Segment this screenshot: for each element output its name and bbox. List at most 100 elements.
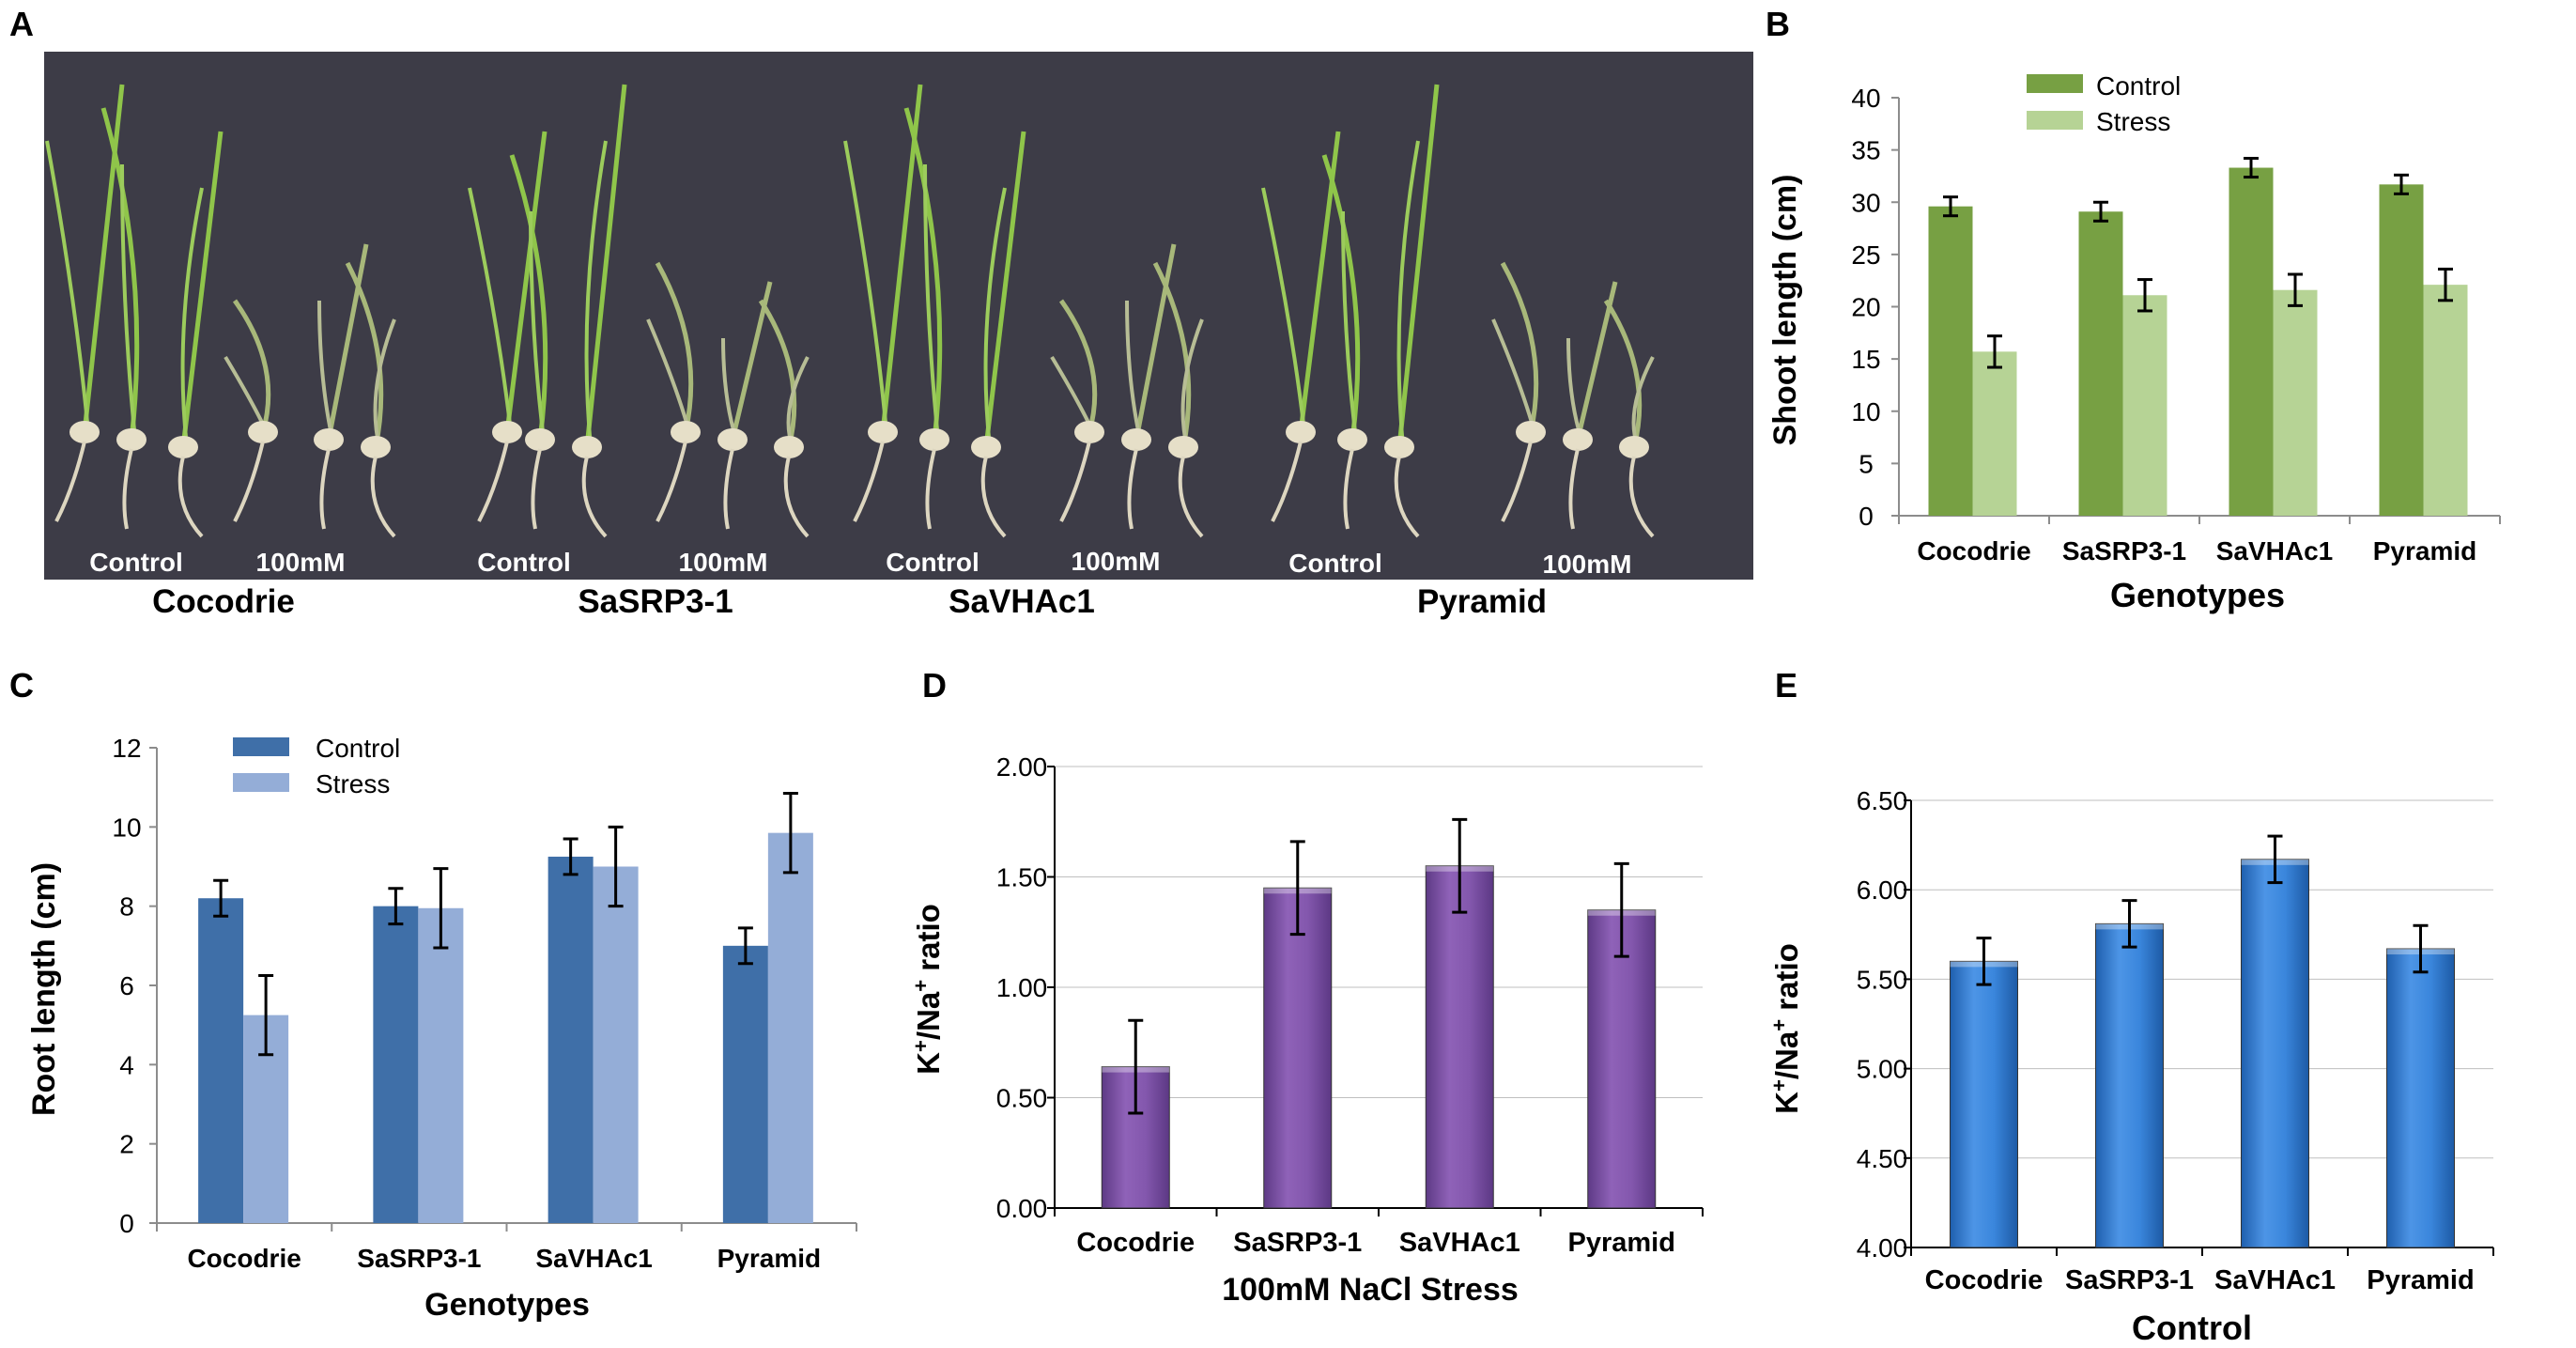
- seedling-shoot: [983, 131, 1026, 448]
- seedling-shoot: [1298, 131, 1341, 433]
- seedling-shoot: [880, 84, 923, 433]
- legend-label-stress: Stress: [316, 769, 390, 798]
- x-tick-label: Pyramid: [2373, 536, 2477, 566]
- photo-caption-7: Control: [1288, 549, 1382, 578]
- seedling-shoot: [584, 84, 627, 448]
- bar-control-savhac1: [2241, 859, 2309, 1248]
- seedling-leaf: [1261, 187, 1306, 433]
- seedling-seed: [868, 421, 898, 443]
- seedling-seed: [919, 428, 949, 451]
- chart-b-plot: 0 5 10 15 20 25 30 35 40 Cocodrie SaSRP3-1 SaVHAc1 P…: [1851, 84, 2501, 566]
- seedling-root: [233, 441, 265, 522]
- photo-caption-3: Control: [477, 548, 571, 577]
- seedling-root: [1178, 456, 1204, 538]
- y-tick-label: 15: [1851, 345, 1880, 374]
- y-tick-label: 30: [1851, 188, 1880, 217]
- bar-stress-savhac1: [2273, 289, 2318, 516]
- bar-control-savhac1: [548, 856, 594, 1223]
- seedling-root: [581, 456, 608, 538]
- y-tick-label: 4.00: [1857, 1233, 1908, 1263]
- seedling-leaf: [923, 163, 940, 441]
- panel-a-letter: A: [9, 5, 34, 43]
- seedling-root: [1127, 448, 1138, 530]
- legend-swatch-control: [2027, 74, 2083, 93]
- y-tick-label: 20: [1851, 293, 1880, 322]
- bar-control-sasrp3-1: [2078, 211, 2123, 516]
- seedling-shoot: [1152, 261, 1192, 448]
- x-tick-label: SaVHAc1: [1399, 1228, 1520, 1258]
- legend-swatch-control: [233, 737, 289, 756]
- seedling-seed: [1121, 428, 1151, 451]
- seedling-seed: [69, 421, 100, 443]
- seedling-leaf: [1341, 210, 1358, 441]
- seedling-root: [656, 441, 687, 522]
- seedling-leaf: [317, 300, 334, 441]
- x-tick-label: Pyramid: [717, 1244, 822, 1273]
- x-tick-label: SaSRP3-1: [1233, 1228, 1362, 1258]
- legend-label-stress: Stress: [2096, 107, 2170, 136]
- seedling-seed: [1619, 436, 1649, 458]
- seedling-leaf: [1125, 300, 1142, 441]
- seedling-leaf: [584, 140, 608, 448]
- seedling-shoot: [903, 107, 943, 441]
- seedling-seed: [1286, 421, 1316, 443]
- y-tick-label: 2: [119, 1130, 134, 1159]
- x-tick-label: Cocodrie: [1076, 1228, 1195, 1258]
- seedling-photo-illustration: [45, 84, 1655, 538]
- bar-stress-pyramid: [767, 832, 813, 1223]
- x-tick-label: Cocodrie: [1925, 1265, 2044, 1295]
- plant-photo: [44, 52, 1753, 580]
- panel-b: B Shoot length (cm) Genotypes Control St…: [1766, 5, 2285, 614]
- genotype-label-savhac1: SaVHAc1: [949, 583, 1095, 620]
- seedling-root: [370, 456, 396, 538]
- bar-control-sasrp3-1: [373, 906, 419, 1223]
- panel-d-letter: D: [922, 666, 947, 705]
- seedling-seed: [717, 428, 748, 451]
- seedling-seed: [971, 436, 1001, 458]
- x-tick-label: SaSRP3-1: [2062, 536, 2186, 566]
- bar-100mm-nacl-stress-savhac1: [1425, 865, 1494, 1209]
- seedling-seed: [168, 436, 198, 458]
- seedling-root: [1628, 456, 1655, 538]
- y-tick-label: 1.00: [996, 973, 1048, 1002]
- seedling-shoot: [1500, 261, 1539, 433]
- seedling-seed: [314, 428, 344, 451]
- bar-control-sasrp3-1: [2095, 922, 2164, 1248]
- seedling-seed: [1384, 436, 1414, 458]
- seedling-leaf: [1180, 318, 1204, 448]
- x-tick-label: SaSRP3-1: [2065, 1265, 2194, 1295]
- photo-caption-5: Control: [886, 548, 979, 577]
- seedling-root: [1271, 441, 1303, 522]
- seedling-root: [319, 448, 331, 530]
- genotype-label-sasrp3-1: SaSRP3-1: [578, 583, 733, 620]
- seedling-seed: [572, 436, 602, 458]
- seedling-root: [783, 456, 810, 538]
- y-tick-label: 6.50: [1857, 786, 1908, 815]
- panel-c: C Root length (cm) Genotypes Control Str…: [9, 666, 590, 1323]
- x-tick-label: SaSRP3-1: [357, 1244, 481, 1273]
- y-tick-label: 1.50: [996, 863, 1048, 892]
- bar-stress-savhac1: [593, 866, 639, 1223]
- seedling-leaf: [120, 163, 137, 441]
- bar-control-pyramid: [2379, 184, 2424, 516]
- seedling-shoot: [509, 154, 548, 441]
- chart-d-y-axis-title: K+/Na+ ratio: [909, 904, 947, 1075]
- seedling-root: [177, 456, 204, 538]
- bar-100mm-nacl-stress-pyramid: [1587, 909, 1657, 1209]
- photo-caption-6: 100mM: [1072, 547, 1161, 576]
- x-tick-label: Cocodrie: [1917, 536, 2030, 566]
- seedling-seed: [774, 436, 804, 458]
- seedling-root: [1394, 456, 1420, 538]
- bar-control-cocodrie: [1950, 960, 2018, 1248]
- y-tick-label: 5: [1859, 449, 1874, 478]
- chart-b-y-axis-title: Shoot length (cm): [1767, 175, 1803, 446]
- y-tick-label: 0: [119, 1209, 134, 1238]
- photo-caption-2: 100mM: [256, 548, 346, 577]
- seedling-leaf: [843, 140, 888, 433]
- seedling-seed: [361, 436, 391, 458]
- photo-caption-1: Control: [89, 548, 183, 577]
- panel-c-letter: C: [9, 666, 34, 705]
- chart-d-x-axis-title: 100mM NaCl Stress: [1222, 1272, 1519, 1308]
- seedling-shoot: [758, 299, 797, 448]
- y-tick-label: 25: [1851, 240, 1880, 270]
